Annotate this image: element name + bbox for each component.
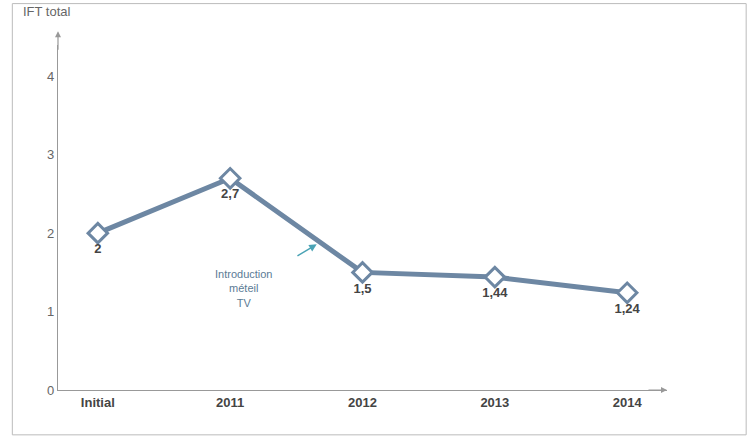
svg-text:1,5: 1,5 xyxy=(353,281,371,296)
svg-text:2012: 2012 xyxy=(348,395,377,410)
svg-text:1: 1 xyxy=(47,304,54,319)
svg-text:2011: 2011 xyxy=(216,395,244,410)
svg-text:1,24: 1,24 xyxy=(615,301,641,316)
svg-text:3: 3 xyxy=(47,147,54,162)
svg-text:1,44: 1,44 xyxy=(482,285,508,300)
svg-text:2013: 2013 xyxy=(480,395,509,410)
svg-text:2: 2 xyxy=(94,241,101,256)
svg-text:Initial: Initial xyxy=(81,395,115,410)
svg-text:4: 4 xyxy=(47,69,54,84)
svg-text:2: 2 xyxy=(47,226,54,241)
svg-text:2,7: 2,7 xyxy=(221,186,239,201)
svg-text:IntroductionméteilTV: IntroductionméteilTV xyxy=(215,268,272,309)
svg-text:IFT total: IFT total xyxy=(23,4,71,19)
svg-text:2014: 2014 xyxy=(613,395,643,410)
svg-text:0: 0 xyxy=(47,383,54,398)
